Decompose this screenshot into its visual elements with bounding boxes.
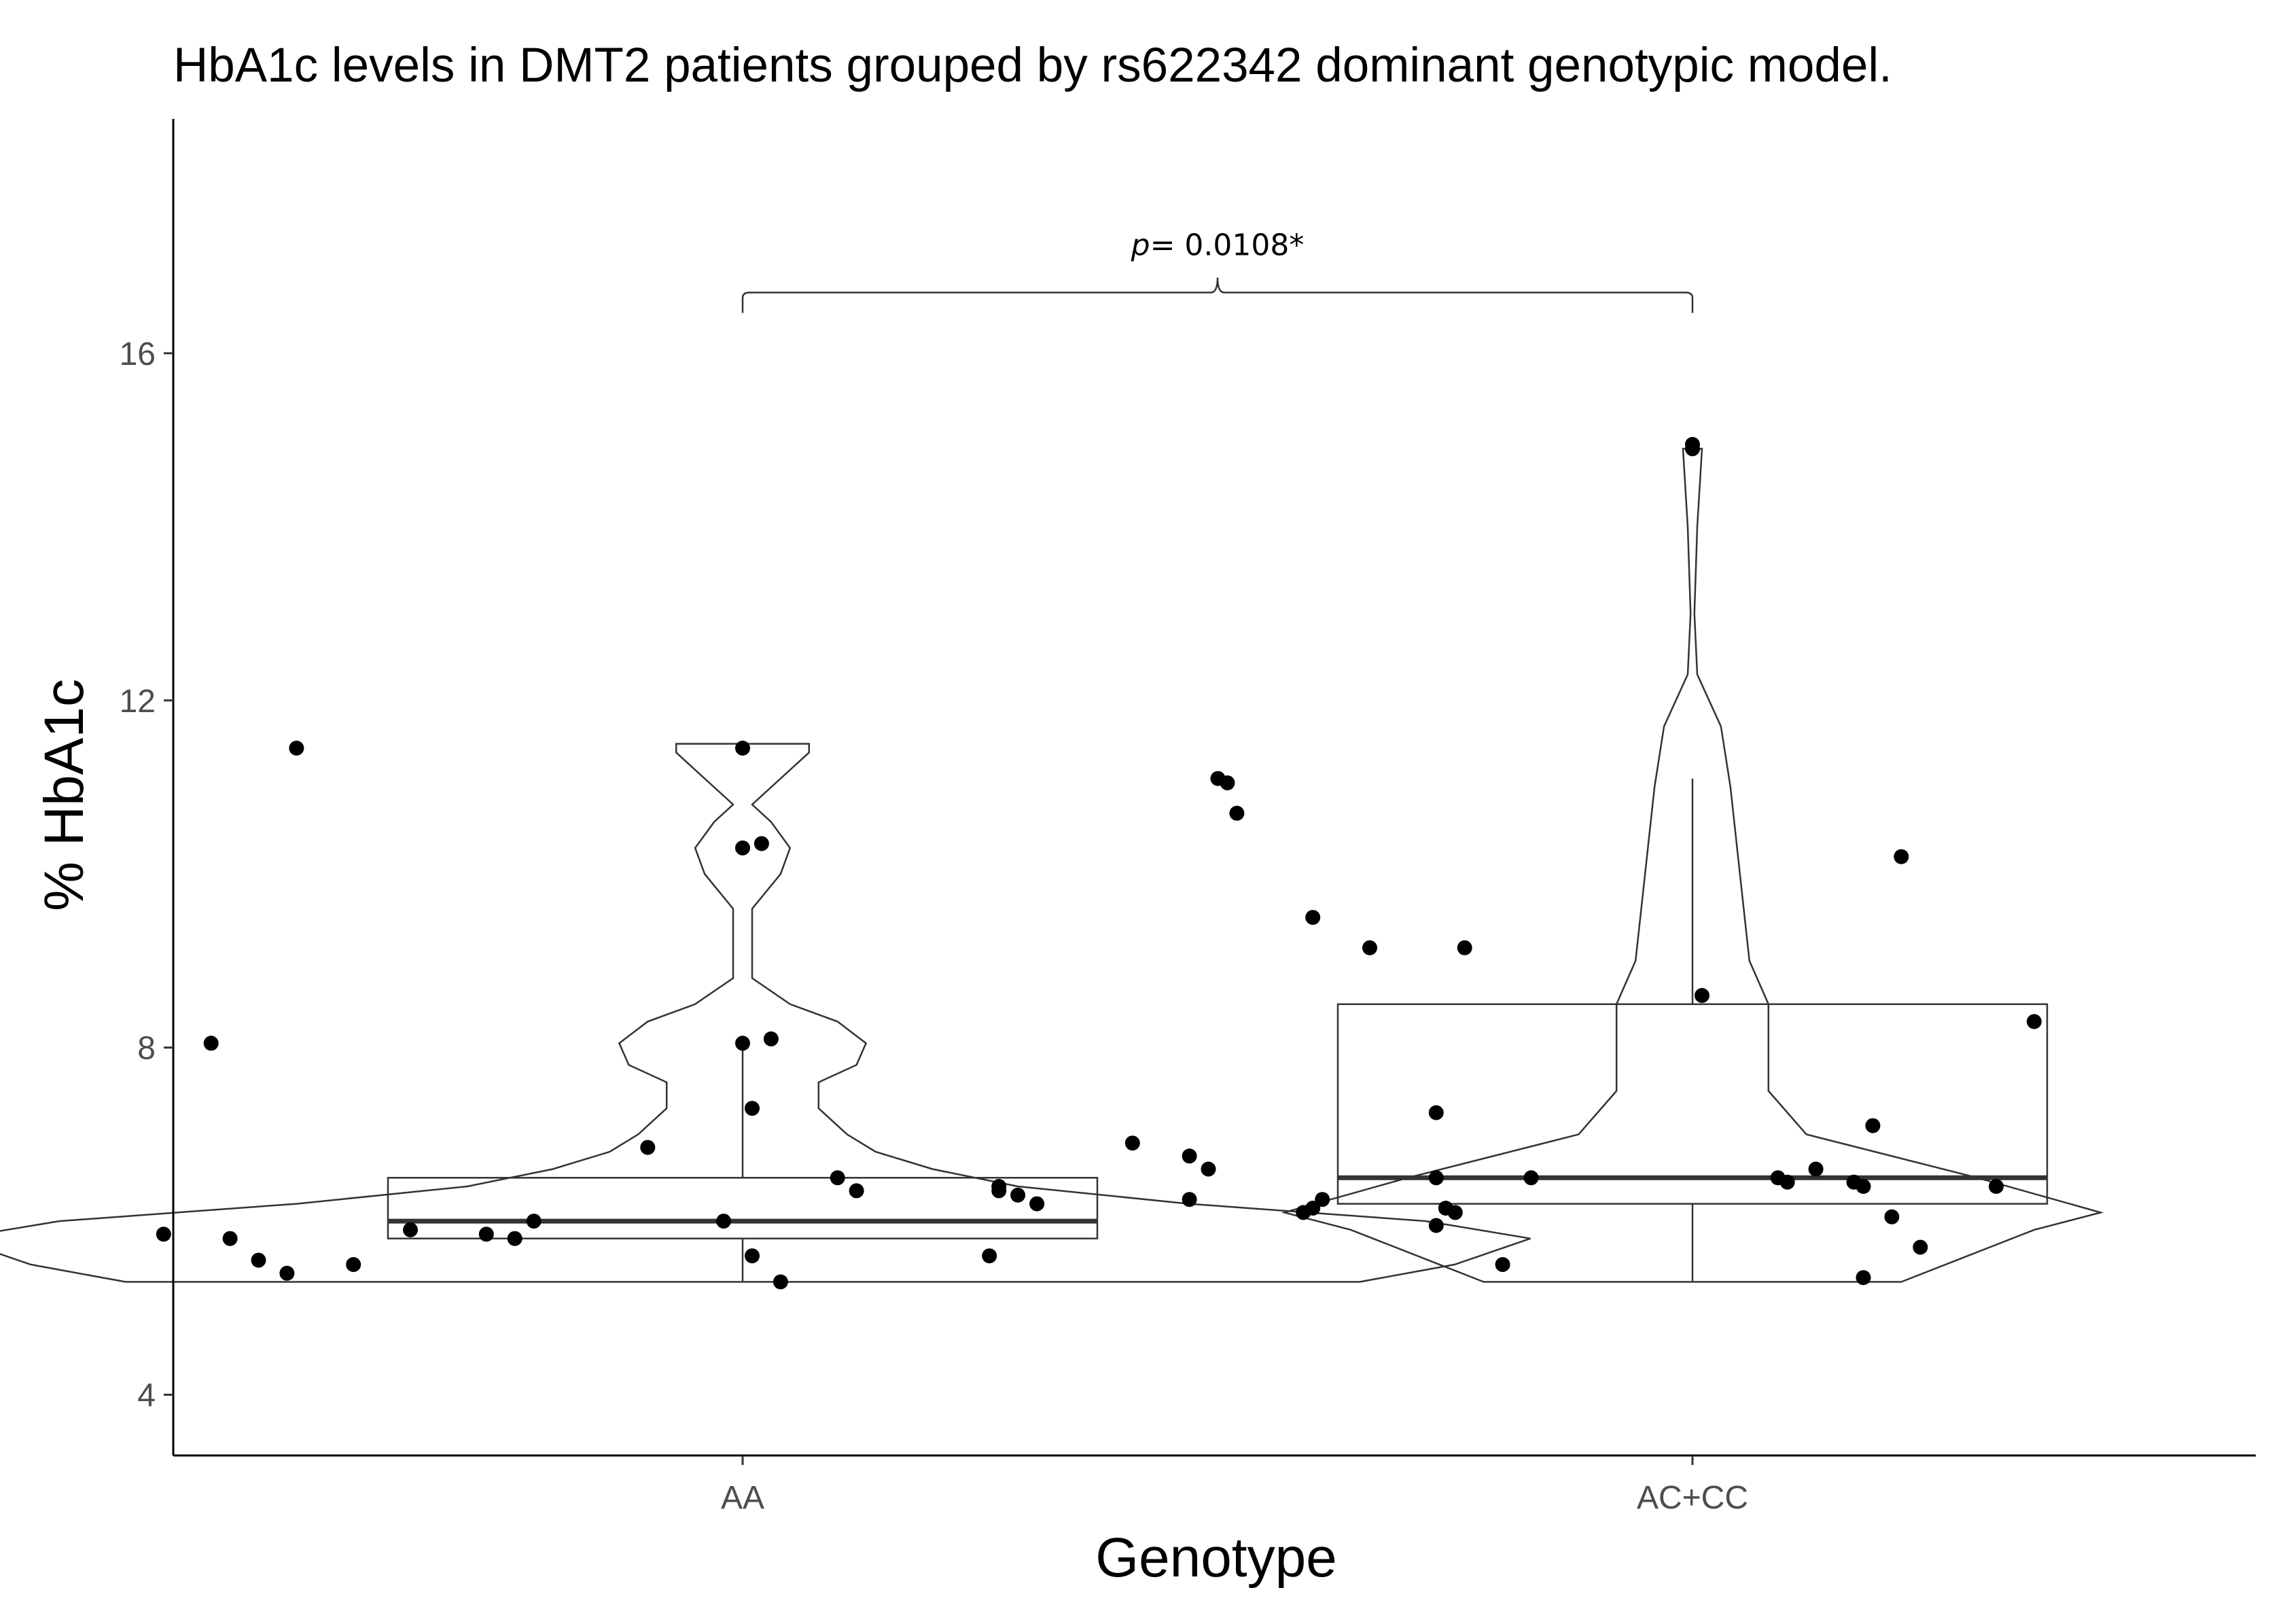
data-point	[251, 1252, 266, 1268]
data-point	[1428, 1105, 1444, 1120]
x-tick-label: AA	[721, 1480, 764, 1516]
data-point	[203, 1036, 219, 1051]
data-point	[1428, 1170, 1444, 1186]
plot-area	[0, 437, 2104, 1290]
data-point	[735, 741, 750, 756]
data-point	[1201, 1161, 1216, 1177]
x-axis-title: Genotype	[1095, 1527, 1337, 1589]
data-point	[1884, 1209, 1900, 1224]
y-tick-label: 8	[137, 1031, 156, 1067]
data-point	[1182, 1192, 1197, 1207]
data-point	[735, 840, 750, 855]
y-axis-ticks: 4 8 12 16	[120, 336, 173, 1414]
violin-AC+CC	[1281, 448, 2104, 1283]
data-point	[1124, 1135, 1140, 1151]
data-point	[289, 741, 304, 756]
data-point	[1457, 940, 1472, 955]
data-point	[1182, 1148, 1197, 1164]
data-point	[1779, 1174, 1795, 1190]
data-point	[346, 1257, 361, 1272]
data-point	[982, 1248, 997, 1264]
data-point	[735, 1036, 750, 1051]
data-point	[526, 1214, 542, 1229]
data-point	[773, 1274, 788, 1290]
y-axis-title: % HbA1c	[33, 679, 95, 911]
x-tick-label: AC+CC	[1637, 1480, 1748, 1516]
data-point	[1029, 1196, 1045, 1212]
data-point	[1989, 1179, 2004, 1194]
data-point	[763, 1031, 779, 1046]
data-point	[1362, 940, 1377, 955]
data-point	[716, 1214, 732, 1229]
data-point	[745, 1248, 760, 1264]
data-point	[2026, 1014, 2042, 1029]
data-point	[403, 1222, 418, 1237]
significance-annotation: p= 0.0108*	[741, 228, 1694, 313]
y-tick-label: 4	[137, 1378, 156, 1414]
data-point	[754, 836, 769, 851]
data-point	[1428, 1218, 1444, 1233]
significance-bracket	[741, 277, 1694, 313]
data-point	[849, 1183, 864, 1199]
box-AC+CC	[1336, 1003, 2049, 1205]
data-point	[1010, 1187, 1026, 1203]
data-point	[478, 1226, 494, 1242]
data-point	[991, 1183, 1007, 1199]
data-point	[1913, 1239, 1928, 1255]
data-point	[1305, 1201, 1321, 1216]
violin-AA	[0, 743, 1531, 1283]
data-point	[830, 1170, 845, 1186]
data-point	[279, 1265, 295, 1281]
data-point	[1685, 437, 1700, 452]
chart-title: HbA1c levels in DMT2 patients grouped by…	[173, 39, 1892, 92]
data-point	[745, 1101, 760, 1116]
data-point	[640, 1140, 656, 1155]
data-point	[1865, 1118, 1881, 1133]
data-point	[507, 1231, 522, 1246]
data-point	[1523, 1170, 1539, 1186]
y-tick-label: 12	[120, 684, 156, 720]
data-point	[1856, 1179, 1871, 1194]
y-tick-label: 16	[120, 336, 156, 372]
x-axis-ticks: AA AC+CC	[721, 1455, 1748, 1516]
data-point	[1229, 805, 1245, 821]
data-point	[1894, 849, 1909, 864]
data-point	[156, 1226, 171, 1242]
box-AA	[387, 1177, 1099, 1239]
data-point	[1495, 1257, 1510, 1272]
data-point	[1808, 1161, 1824, 1177]
data-point	[1447, 1205, 1463, 1220]
data-point	[1305, 910, 1321, 925]
data-point	[1856, 1270, 1871, 1286]
data-point	[1220, 775, 1235, 791]
data-point	[1695, 988, 1709, 1003]
data-point	[222, 1231, 238, 1246]
data-point	[1315, 1192, 1330, 1207]
p-value-label: p= 0.0108*	[1131, 228, 1305, 262]
